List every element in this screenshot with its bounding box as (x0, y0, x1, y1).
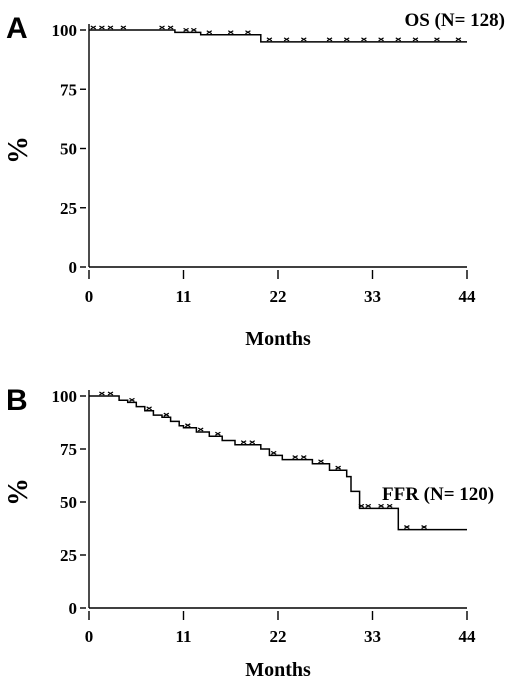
chart-b-censor-mark (99, 391, 105, 396)
chart-b-y-tick-label: 50 (60, 493, 77, 512)
chart-b-censor-mark (300, 455, 307, 460)
chart-a-x-tick-label: 0 (85, 287, 94, 306)
chart-b-censor-mark (249, 440, 256, 445)
chart-b-censor-mark (107, 391, 114, 396)
chart-a-censor-mark (283, 37, 290, 42)
chart-a-y-axis-title: % (3, 136, 34, 164)
chart-a-y-tick-label: 75 (60, 80, 77, 99)
chart-a-annotation: OS (N= 128) (404, 10, 505, 31)
chart-b-censor-mark (270, 450, 277, 455)
chart-b-x-axis-title: Months (245, 659, 311, 679)
chart-a-censor-mark (395, 37, 402, 42)
panel-b-letter: B (6, 384, 28, 417)
chart-b-x-tick-label: 22 (270, 627, 287, 646)
chart-b-y-tick-label: 0 (69, 599, 78, 618)
chart-b-y-axis-title: % (3, 478, 34, 506)
chart-a-survival-curve (89, 29, 467, 43)
chart-a-y-tick-label: 50 (60, 140, 77, 159)
chart-a-censor-mark (90, 25, 97, 30)
chart-a-censor-mark (455, 37, 462, 42)
chart-b-censor-mark (163, 412, 170, 417)
chart-a-censor-mark (361, 37, 367, 42)
chart-a-censor-mark (343, 37, 350, 42)
chart-b-survival-curve (89, 395, 467, 531)
chart-a-censor-mark (167, 25, 174, 30)
chart-a-censor-mark (227, 30, 234, 35)
chart-a-censor-mark (300, 37, 307, 42)
chart-a-censor-mark (183, 27, 189, 32)
chart-a-censor-mark (120, 25, 127, 30)
chart-b-censor-mark (358, 503, 365, 508)
chart-b-censor-mark (240, 440, 247, 445)
chart-a-censor-mark (378, 37, 384, 42)
chart-b-censor-mark (404, 525, 410, 530)
chart-b-censor-mark (197, 427, 204, 432)
chart-a-censor-mark (412, 37, 419, 42)
chart-b-censor-mark (378, 503, 384, 508)
chart-b-censor-mark (335, 465, 341, 470)
chart-b-censor-mark (318, 459, 324, 464)
chart-b-y-tick-label: 75 (60, 440, 77, 459)
chart-a-censor-mark (326, 37, 333, 42)
chart-a-censor-mark (266, 37, 273, 42)
chart-b-censor-mark (292, 455, 298, 460)
chart-b-censor-mark (146, 406, 152, 411)
chart-b-censor-mark (184, 423, 191, 428)
chart-b-censor-mark (215, 431, 221, 436)
chart-a-censor-mark (99, 25, 105, 30)
chart-b-x-tick-label: 0 (85, 627, 94, 646)
chart-a-y-tick-label: 100 (52, 21, 78, 40)
chart-a-censor-mark (245, 30, 251, 35)
chart-a-x-tick-label: 22 (270, 287, 287, 306)
chart-a-x-tick-label: 33 (364, 287, 381, 306)
chart-a-censor-mark (159, 25, 165, 30)
chart-a-x-axis-title: Months (245, 328, 311, 350)
chart-a-censor-mark (434, 37, 440, 42)
chart-a-x-tick-label: 44 (459, 287, 477, 306)
chart-a-y-tick-label: 25 (60, 199, 77, 218)
chart-b-censor-mark (365, 503, 372, 508)
chart-b-y-tick-label: 100 (52, 387, 78, 406)
chart-b-censor-mark (129, 397, 135, 402)
chart-a-y-tick-label: 0 (69, 258, 78, 277)
chart-b-censor-mark (386, 503, 393, 508)
chart-b-x-tick-label: 44 (459, 627, 477, 646)
chart-b-x-tick-label: 11 (175, 627, 191, 646)
chart-b-group: 0 25 50 75 100 0 11 22 33 44 Months% FFR (N= 120) (3, 387, 494, 679)
panel-a-letter: A (6, 12, 28, 45)
chart-a-censor-mark (107, 25, 114, 30)
chart-b-censor-mark (421, 525, 427, 530)
chart-a-censor-mark (206, 30, 213, 35)
chart-b-annotation: FFR (N= 120) (382, 484, 494, 505)
chart-a-group: 0 25 50 75 100 0 11 22 33 44 Months% OS (N= 128) (3, 10, 505, 350)
chart-a-x-tick-label: 11 (175, 287, 191, 306)
chart-b-x-tick-label: 33 (364, 627, 381, 646)
chart-b-y-tick-label: 25 (60, 546, 77, 565)
chart-a-censor-mark (191, 27, 197, 32)
